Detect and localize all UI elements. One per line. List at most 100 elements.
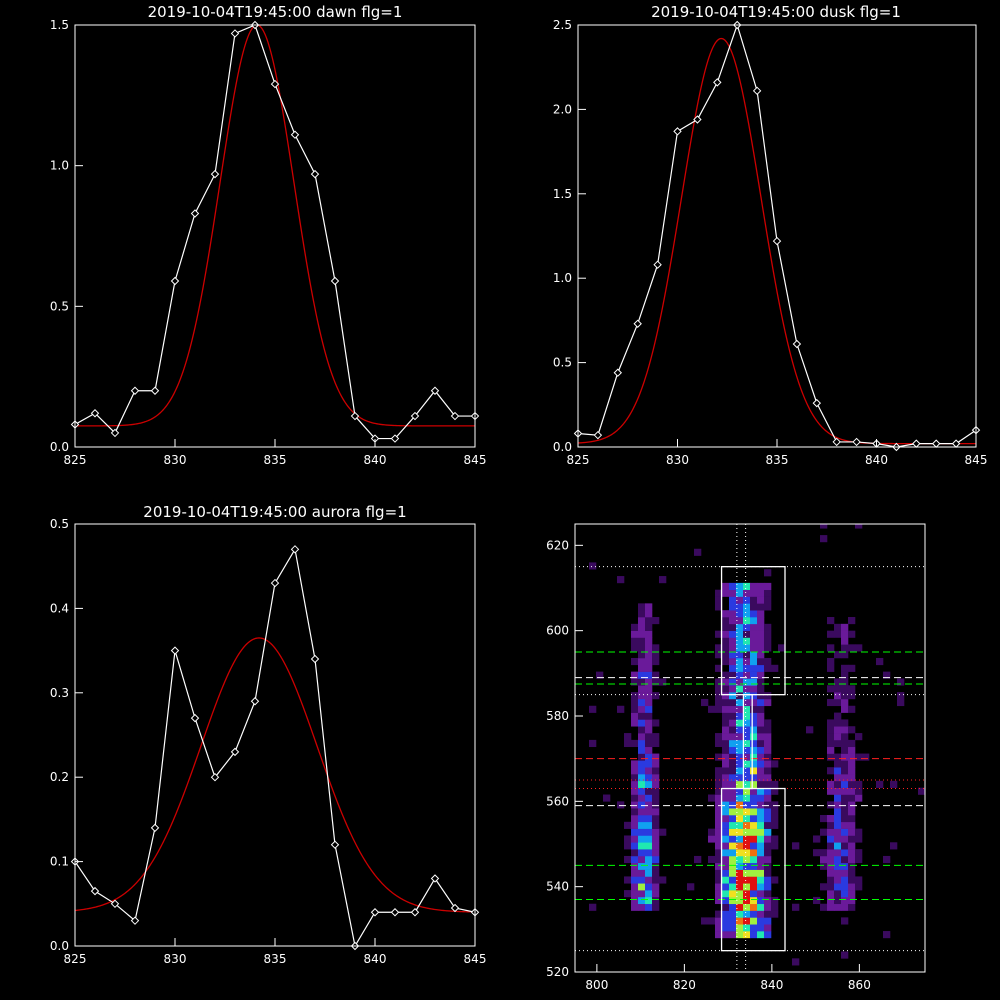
heatmap-pixel [638, 814, 646, 823]
heatmap-pixel [638, 842, 646, 850]
heatmap-pixel [750, 685, 758, 693]
heatmap-pixel [750, 726, 758, 734]
heatmap-pixel [764, 657, 772, 666]
heatmap-pixel [764, 814, 772, 823]
dawn-data-point [330, 276, 340, 286]
dawn-data-point [390, 434, 400, 443]
heatmap-pixel [820, 535, 828, 543]
heatmap-pixel [645, 849, 653, 857]
heatmap-pixel [750, 651, 758, 659]
heatmap-pixel [631, 692, 639, 700]
heatmap-pixel [715, 664, 723, 672]
heatmap-pixel [841, 869, 849, 877]
heatmap-pixel [736, 903, 744, 911]
heatmap-pixel [841, 787, 849, 795]
heatmap-pixel [841, 903, 849, 911]
heatmap-pixel [820, 849, 828, 857]
dusk-data-point [832, 437, 841, 447]
heatmap-pixel [771, 821, 779, 829]
dusk-data-point [713, 78, 722, 87]
dawn-title: 2019-10-04T19:45:00 dawn flg=1 [148, 3, 403, 21]
heatmap-pixel [897, 692, 905, 700]
heatmap-pixel [708, 828, 716, 836]
heatmap-pixel [820, 883, 828, 891]
heatmap-pixel [848, 760, 856, 768]
heatmap-pixel [652, 896, 660, 905]
heatmap-pixel [841, 719, 849, 727]
heatmap-pixel [841, 835, 849, 843]
heatmap-pixel [841, 746, 849, 754]
heatmap-y-tick-label: 620 [546, 538, 569, 552]
heatmap-pixel [631, 705, 639, 713]
heatmap-pixel [631, 698, 639, 707]
heatmap-pixel [834, 623, 842, 631]
heatmap-pixel [736, 767, 744, 775]
heatmap-pixel [834, 821, 842, 829]
heatmap-region-box [720, 787, 786, 952]
heatmap-pixel [820, 814, 828, 823]
heatmap-pixel [645, 876, 653, 884]
heatmap-pixel [750, 855, 758, 864]
aurora-data-point [370, 908, 380, 917]
heatmap-pixel [722, 733, 730, 741]
heatmap-pixel [631, 862, 639, 870]
heatmap-pixel [764, 746, 772, 754]
heatmap-pixel [757, 849, 765, 857]
heatmap-pixel [841, 862, 849, 870]
heatmap-pixel [743, 746, 751, 754]
heatmap-pixel [841, 739, 849, 748]
heatmap-pixel [631, 678, 639, 686]
heatmap-pixel [722, 862, 730, 870]
heatmap-pixel [736, 637, 744, 645]
heatmap-pixel [883, 855, 891, 864]
heatmap-pixel [750, 787, 758, 795]
heatmap-pixel [855, 524, 863, 529]
heatmap-pixel [841, 855, 849, 864]
heatmap-pixel [757, 917, 765, 925]
heatmap-pixel [715, 835, 723, 843]
heatmap-pixel [743, 582, 751, 591]
heatmap-pixel [722, 637, 730, 645]
aurora-data-point [330, 840, 340, 849]
aurora-y-tick-label: 0.3 [50, 686, 69, 700]
dusk-y-tick-label: 2.0 [553, 102, 572, 116]
aurora-y-tick-label: 0.1 [50, 855, 69, 869]
heatmap-pixel [834, 726, 842, 734]
heatmap-pixel [645, 617, 653, 625]
heatmap-pixel [652, 821, 660, 829]
heatmap-pixel [834, 780, 842, 788]
aurora-y-tick-label: 0.2 [50, 770, 69, 784]
heatmap-pixel [764, 774, 772, 782]
heatmap-pixel [722, 883, 730, 891]
heatmap-pixel [834, 869, 842, 877]
heatmap-pixel [708, 794, 716, 802]
heatmap-pixel [841, 828, 849, 836]
heatmap-pixel [736, 760, 744, 768]
heatmap-pixel [757, 910, 765, 918]
heatmap-pixel [757, 685, 765, 693]
heatmap-pixel [855, 849, 863, 857]
heatmap-pixel [652, 849, 660, 857]
heatmap-pixel [848, 808, 856, 816]
heatmap-pixel [638, 794, 646, 802]
heatmap-pixel [736, 835, 744, 843]
heatmap-pixel [645, 760, 653, 768]
heatmap-pixel [631, 774, 639, 782]
heatmap-pixel [729, 671, 737, 679]
heatmap-pixel [743, 610, 751, 618]
heatmap-pixel [645, 774, 653, 782]
heatmap-pixel [750, 698, 758, 707]
heatmap-pixel [757, 787, 765, 795]
heatmap-pixel [750, 603, 758, 611]
heatmap-pixel [876, 780, 884, 788]
heatmap-pixel [729, 883, 737, 891]
dawn-data-point [270, 79, 280, 89]
heatmap-pixel [750, 842, 758, 850]
heatmap-pixel [715, 808, 723, 816]
heatmap-pixel [855, 753, 863, 761]
heatmap-pixel [729, 678, 737, 686]
heatmap-pixel [834, 698, 842, 707]
heatmap-pixel [638, 657, 646, 666]
aurora-data-point [130, 916, 140, 925]
heatmap-pixel [757, 931, 765, 939]
